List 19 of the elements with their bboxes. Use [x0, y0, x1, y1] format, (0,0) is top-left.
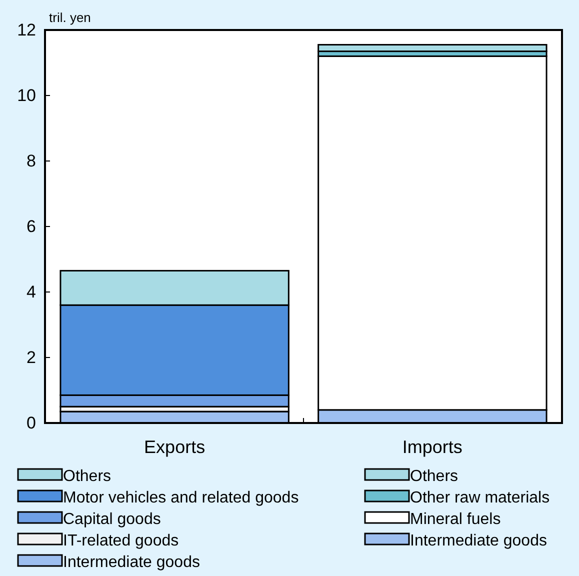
x-tick-label: Imports [402, 437, 462, 457]
legend-label: Intermediate goods [63, 554, 200, 571]
y-tick-label: 8 [26, 151, 36, 170]
legend-label: Others [63, 468, 112, 485]
y-tick-label: 0 [26, 413, 36, 432]
y-tick-label: 2 [26, 348, 36, 367]
legend-label: Others [410, 468, 458, 485]
legend-label: Other raw materials [410, 490, 550, 506]
y-tick-label: 6 [26, 216, 36, 236]
legend-label: Intermediate goods [410, 532, 547, 550]
legend-label: IT-related goods [63, 532, 179, 550]
legend-label: Capital goods [63, 511, 161, 528]
x-tick-label: Exports [144, 437, 206, 457]
y-tick-label: 10 [17, 86, 36, 105]
y-axis-title: tril. yen [49, 10, 91, 25]
y-tick-label: 4 [26, 282, 36, 302]
legend-label: Motor vehicles and related goods [63, 490, 299, 506]
legend-label: Mineral fuels [410, 511, 501, 528]
y-tick-label: 12 [17, 20, 36, 40]
